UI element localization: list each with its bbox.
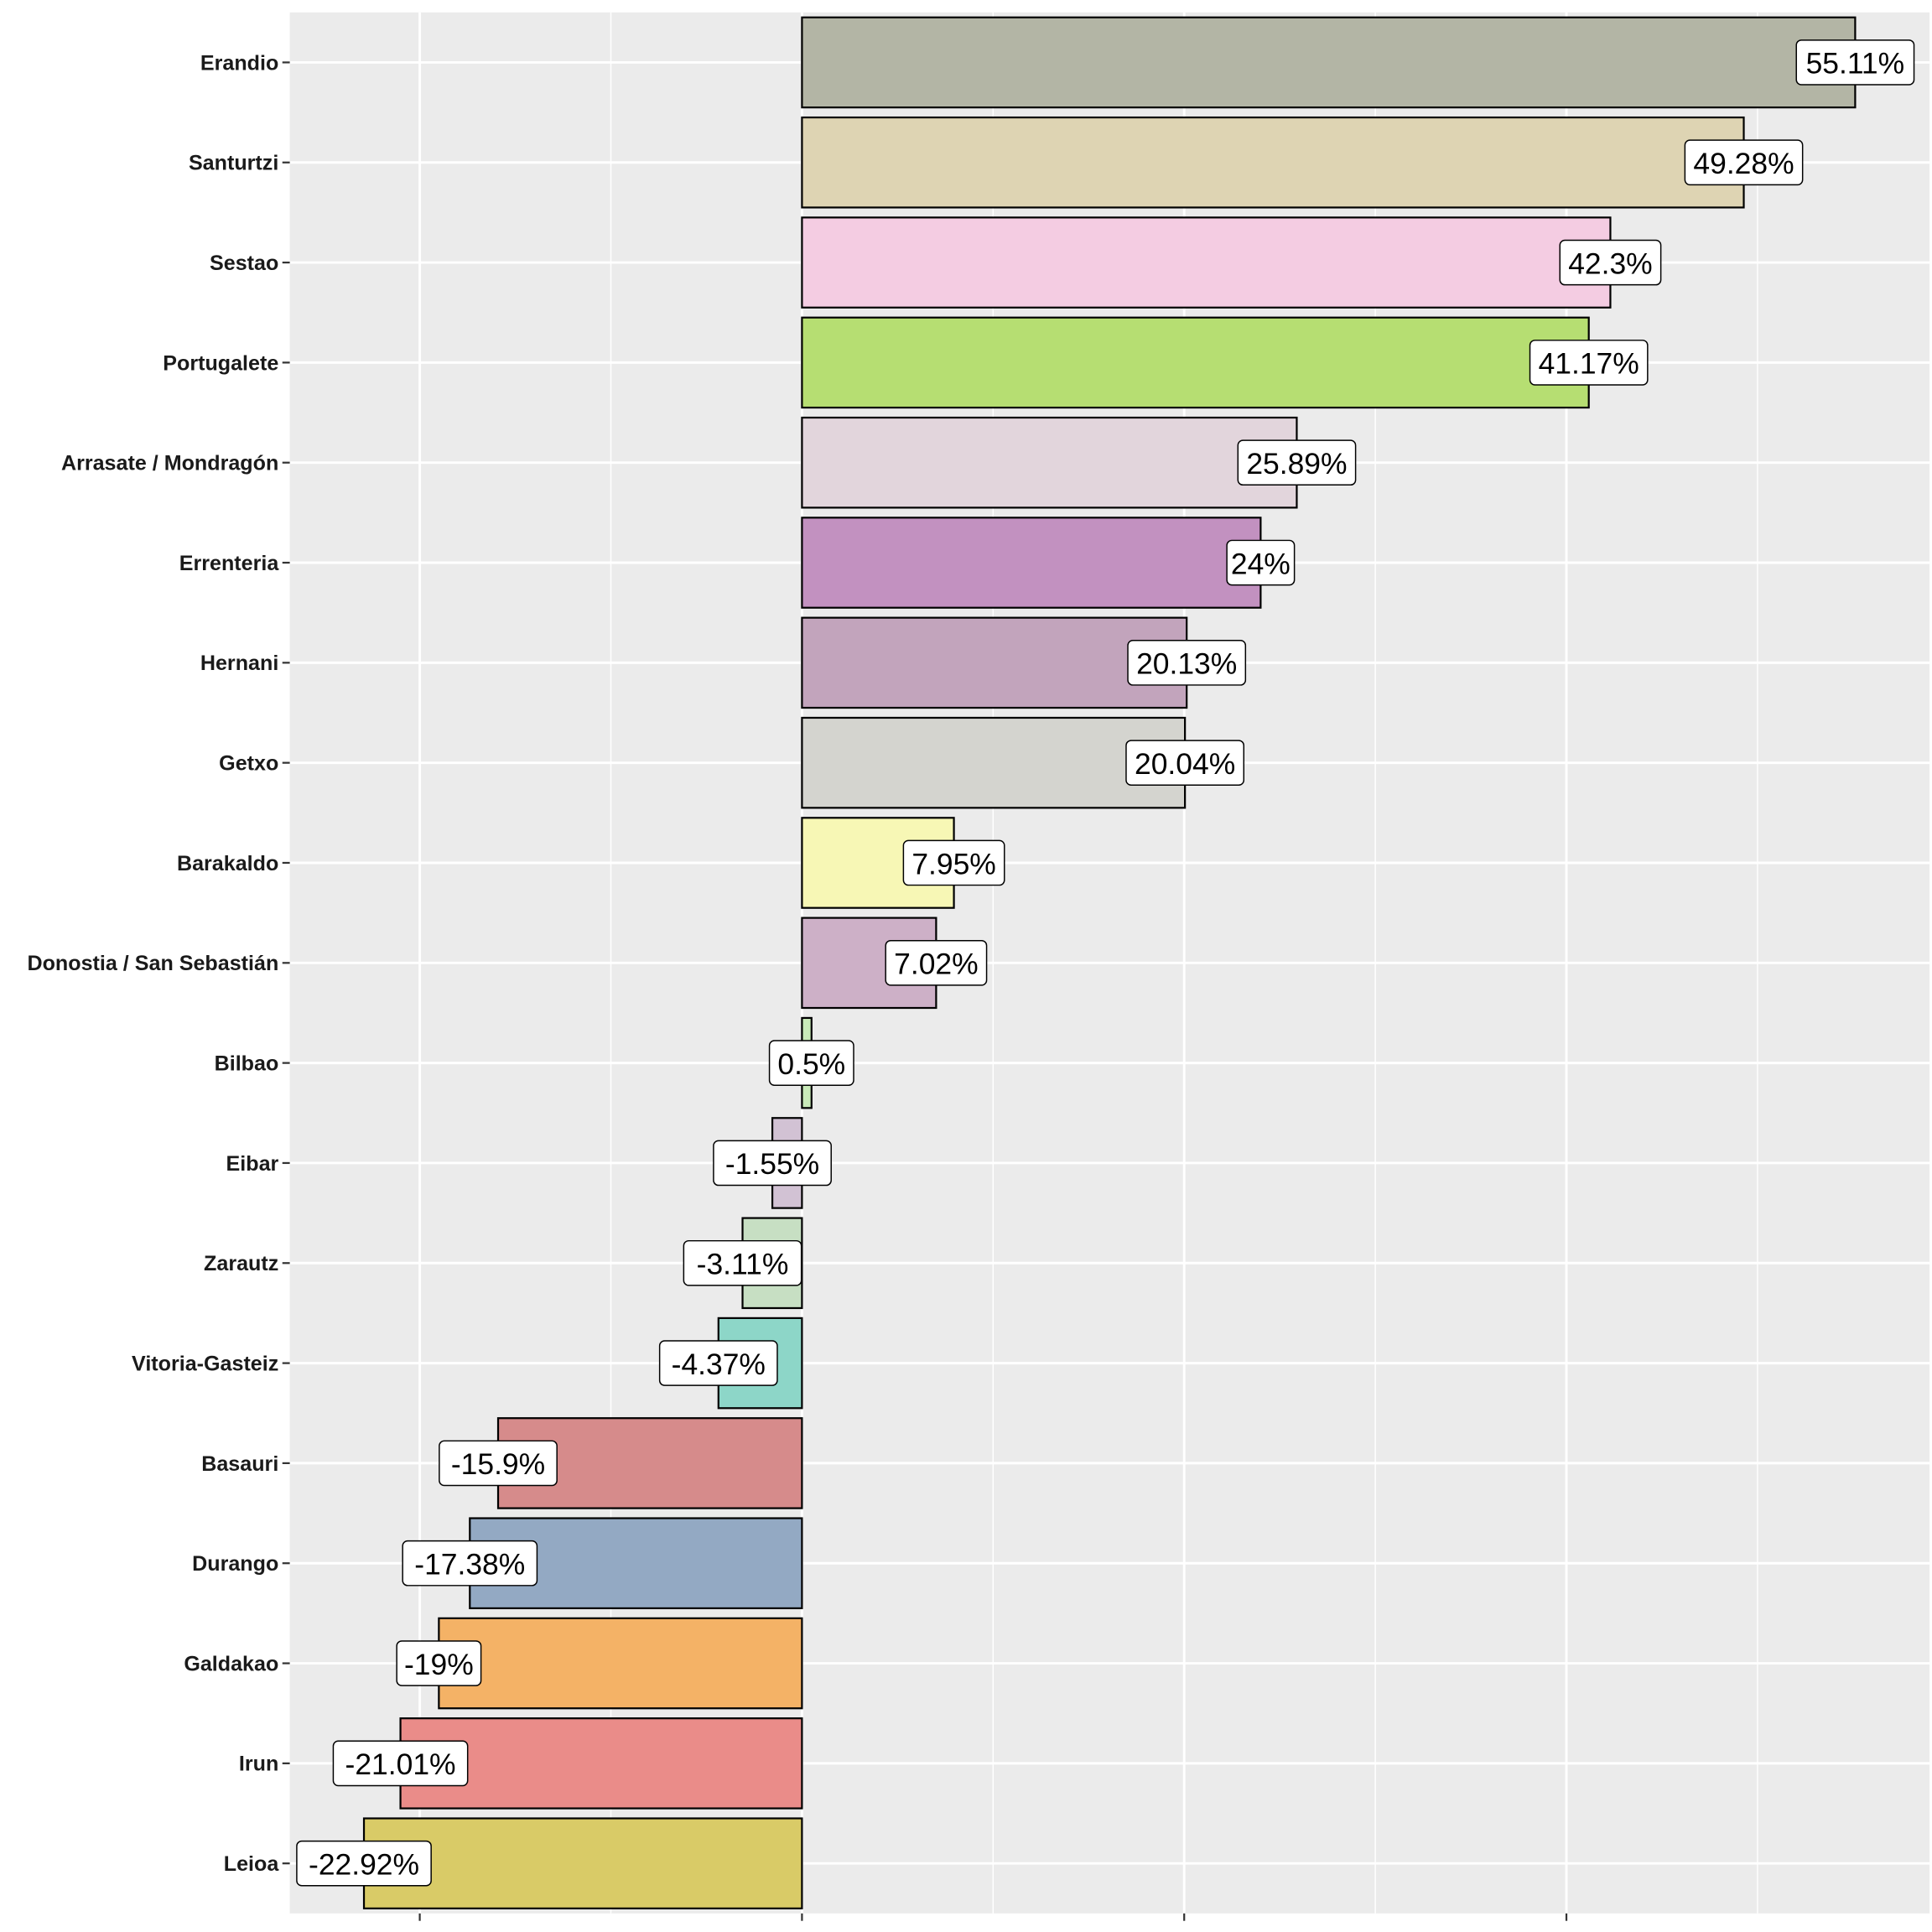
data-label-box <box>1795 39 1915 86</box>
bar-erandio <box>801 16 1857 109</box>
data-label: 0.5% <box>768 1040 854 1086</box>
bar-leioa <box>362 1817 803 1909</box>
data-label: 49.28% <box>1684 139 1804 186</box>
category-label: Vitoria-Gasteiz <box>132 1352 278 1375</box>
data-label: 20.13% <box>1127 640 1247 686</box>
bar-santurtzi <box>801 116 1745 209</box>
category-label: Sestao <box>210 252 278 275</box>
data-label: -22.92% <box>296 1840 432 1887</box>
data-label-box <box>1127 640 1247 686</box>
bar-portugalete <box>801 316 1590 409</box>
data-label-text: -3.11% <box>697 1248 789 1281</box>
category-label: Durango <box>192 1552 278 1576</box>
category-label: Getxo <box>219 752 278 776</box>
data-label-box <box>396 1640 482 1686</box>
data-label-text: 24% <box>1231 547 1291 580</box>
category-label: Errenteria <box>179 552 280 575</box>
data-label-text: -4.37% <box>672 1348 766 1381</box>
data-label-text: 25.89% <box>1246 447 1347 480</box>
data-label-text: -17.38% <box>414 1548 525 1581</box>
category-label: Barakaldo <box>177 852 278 875</box>
data-label-box <box>439 1440 558 1487</box>
category-label: Leioa <box>224 1852 280 1876</box>
data-label-box <box>885 939 988 986</box>
data-label-box <box>1684 139 1804 186</box>
data-label: 24% <box>1226 539 1296 586</box>
bar-errenteria <box>801 517 1262 609</box>
category-label: Erandio <box>200 51 278 75</box>
bar-arrasate-mondrag-n <box>801 416 1298 509</box>
data-label: -15.9% <box>439 1440 558 1487</box>
data-label-text: -15.9% <box>451 1447 545 1481</box>
category-label: Bilbao <box>215 1052 279 1075</box>
data-label-box <box>658 1340 778 1386</box>
data-label-text: 42.3% <box>1568 247 1652 280</box>
data-label-text: 20.13% <box>1136 647 1237 681</box>
data-label-box <box>683 1239 802 1286</box>
data-label-box <box>296 1840 432 1887</box>
data-label-box <box>332 1740 469 1787</box>
category-label: Eibar <box>226 1152 279 1176</box>
data-label: 41.17% <box>1529 340 1649 386</box>
data-label-text: 55.11% <box>1806 47 1905 80</box>
data-label-box <box>1237 439 1357 486</box>
category-label: Galdakao <box>184 1652 278 1675</box>
data-label: -17.38% <box>402 1540 538 1587</box>
category-label: Basauri <box>201 1452 278 1476</box>
data-label: 7.02% <box>885 939 988 986</box>
data-label: 20.04% <box>1125 740 1245 786</box>
data-label: -21.01% <box>332 1740 469 1787</box>
category-label: Donostia / San Sebastián <box>27 952 278 975</box>
data-label-box <box>1226 539 1296 586</box>
category-label: Hernani <box>200 652 278 675</box>
data-label-text: 49.28% <box>1693 147 1794 180</box>
category-label: Arrasate / Mondragón <box>61 452 278 475</box>
category-label: Santurtzi <box>189 152 278 175</box>
data-label-text: 7.02% <box>894 948 978 981</box>
data-label-text: 0.5% <box>777 1047 845 1081</box>
data-label-text: -21.01% <box>345 1748 456 1781</box>
bar-galdakao <box>438 1617 803 1710</box>
data-label-box <box>768 1040 854 1086</box>
data-label: -4.37% <box>658 1340 778 1386</box>
data-label-text: -1.55% <box>725 1147 819 1181</box>
data-label-box <box>1559 239 1662 286</box>
data-label-text: 41.17% <box>1539 347 1639 381</box>
data-label-box <box>402 1540 538 1587</box>
data-label: 7.95% <box>902 839 1005 886</box>
data-label: -19% <box>396 1640 482 1686</box>
category-label: Irun <box>239 1753 278 1776</box>
data-label-text: -19% <box>404 1648 474 1681</box>
category-label: Portugalete <box>163 351 278 375</box>
data-label: 25.89% <box>1237 439 1357 486</box>
data-label-box <box>713 1140 832 1187</box>
data-label-text: 7.95% <box>911 847 995 880</box>
data-label-box <box>1529 340 1649 386</box>
data-label: 42.3% <box>1559 239 1662 286</box>
data-label-text: 20.04% <box>1135 747 1235 781</box>
data-label: 55.11% <box>1795 39 1915 86</box>
data-label: -1.55% <box>713 1140 832 1187</box>
data-label-text: -22.92% <box>309 1847 419 1881</box>
bar-sestao <box>801 216 1612 309</box>
data-label-box <box>1125 740 1245 786</box>
data-label-box <box>902 839 1005 886</box>
category-label: Zarautz <box>204 1252 278 1275</box>
data-label: -3.11% <box>683 1239 802 1286</box>
